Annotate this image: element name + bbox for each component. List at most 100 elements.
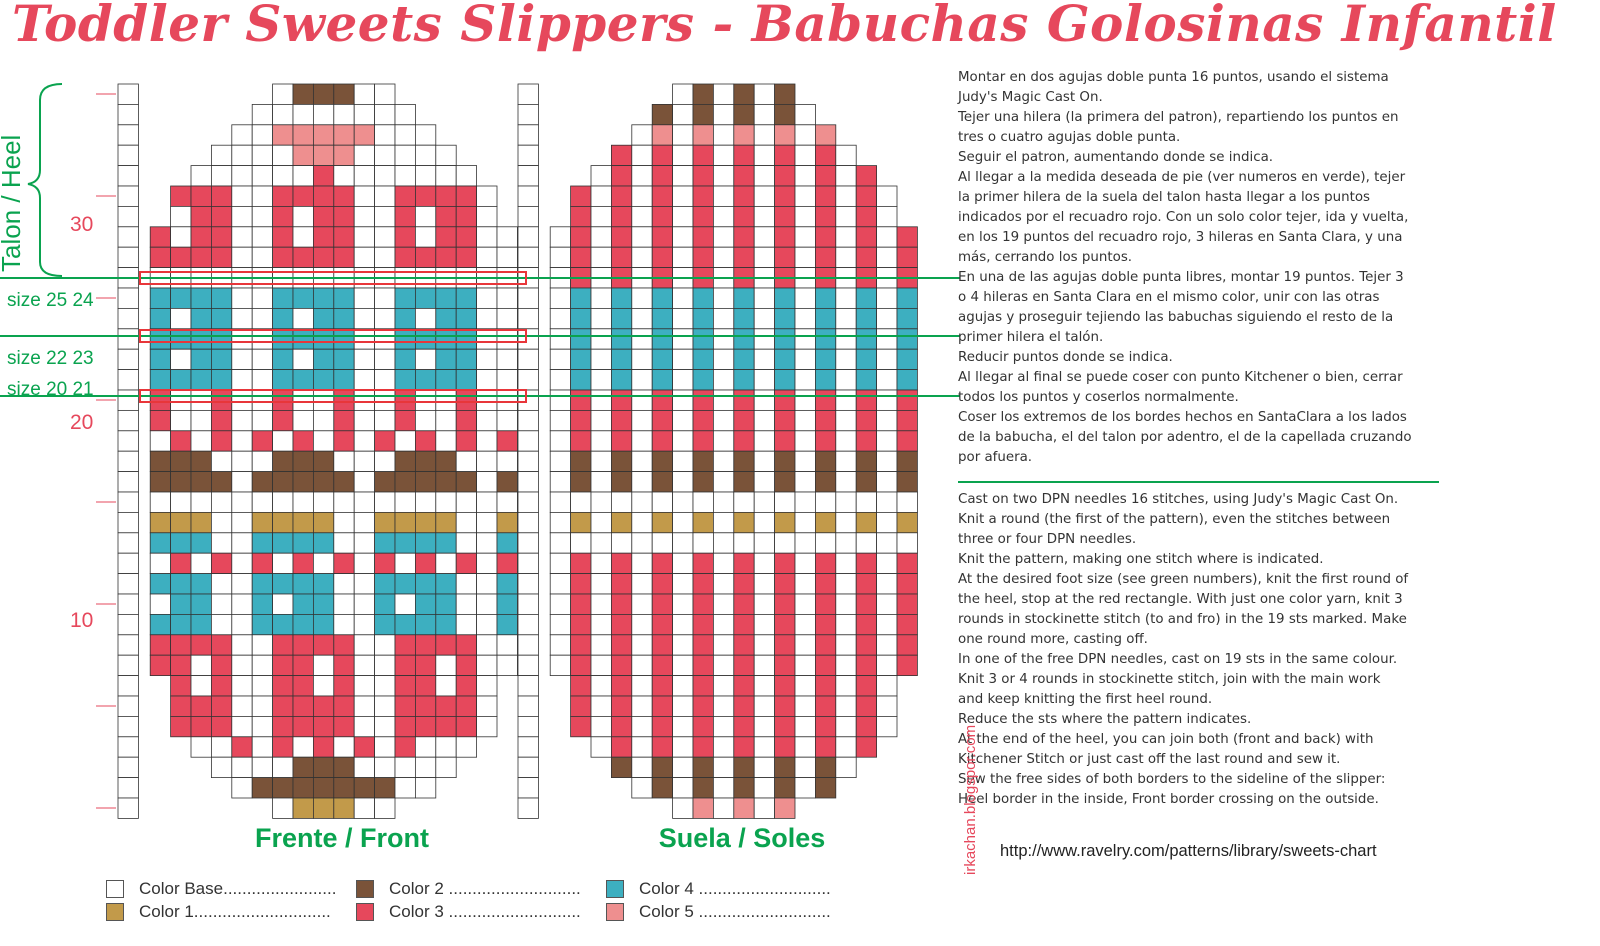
instruction-line: three or four DPN needles. bbox=[958, 532, 1137, 547]
sole-chart-cell bbox=[590, 409, 612, 432]
front-chart-cell bbox=[312, 736, 335, 758]
legend-swatch bbox=[356, 903, 374, 921]
sole-chart-cell bbox=[794, 695, 816, 717]
instruction-line: Judy's Magic Cast On. bbox=[958, 90, 1103, 105]
front-chart-cell bbox=[231, 736, 253, 758]
sole-chart-cell bbox=[713, 205, 735, 228]
sole-chart-cell bbox=[733, 756, 755, 779]
sole-chart-cell bbox=[713, 185, 735, 207]
front-chart-cell bbox=[292, 491, 314, 513]
front-chart-cell bbox=[272, 695, 294, 717]
sole-chart-cell bbox=[753, 246, 776, 268]
sole-chart-cell bbox=[876, 695, 898, 717]
sole-chart-cell bbox=[733, 226, 755, 248]
front-chart-cell bbox=[251, 532, 273, 554]
sole-chart-cell bbox=[733, 471, 755, 493]
front-chart-cell bbox=[149, 512, 171, 534]
sole-chart-cell bbox=[651, 614, 674, 636]
sole-chart-cell bbox=[713, 756, 735, 779]
sole-chart-cell bbox=[815, 205, 837, 228]
front-chart-cell bbox=[455, 532, 478, 554]
front-chart-cell bbox=[251, 144, 273, 166]
sole-chart-cell bbox=[876, 389, 898, 411]
front-chart-cell bbox=[374, 348, 396, 371]
front-chart-cell bbox=[476, 185, 498, 207]
sole-chart-cell bbox=[815, 185, 837, 207]
front-chart-cell bbox=[353, 369, 376, 391]
instruction-line: In one of the free DPN needles, cast on … bbox=[958, 652, 1398, 667]
front-chart-cell bbox=[251, 491, 273, 513]
sole-chart-cell bbox=[794, 614, 816, 636]
front-chart-cell bbox=[353, 614, 376, 636]
front-chart-cell bbox=[455, 716, 478, 738]
front-chart-cell bbox=[170, 634, 192, 656]
front-chart-cell bbox=[170, 348, 192, 371]
front-chart-cell bbox=[312, 675, 335, 697]
front-chart-cell bbox=[435, 491, 457, 513]
front-chart-cell bbox=[210, 185, 233, 207]
sole-chart-cell bbox=[753, 104, 776, 126]
sole-chart-cell bbox=[896, 348, 918, 371]
front-chart-cell bbox=[414, 369, 437, 391]
sole-chart-cell bbox=[570, 226, 592, 248]
front-chart-cell bbox=[353, 695, 376, 717]
front-chart-cell bbox=[170, 532, 192, 554]
sole-chart-cell bbox=[570, 471, 592, 493]
sole-chart-cell bbox=[549, 307, 572, 330]
sole-chart-cell bbox=[794, 736, 816, 758]
legend-swatch bbox=[106, 880, 124, 898]
front-chart-cell bbox=[435, 695, 457, 717]
front-chart-cell bbox=[251, 328, 273, 350]
front-chart-cell bbox=[394, 389, 416, 411]
front-chart-cell bbox=[170, 328, 192, 350]
sole-chart-cell bbox=[590, 695, 612, 717]
front-chart-cell bbox=[170, 226, 192, 248]
sole-chart-cell bbox=[570, 287, 592, 309]
front-chart-cell bbox=[496, 593, 518, 615]
front-chart-cell bbox=[496, 348, 518, 371]
heel-marker-rect bbox=[139, 389, 527, 403]
sole-chart-cell bbox=[774, 654, 796, 677]
front-chart-cell bbox=[353, 144, 376, 166]
front-chart-cell bbox=[312, 185, 335, 207]
sole-chart-cell bbox=[794, 430, 816, 452]
sole-chart-cell bbox=[692, 777, 714, 799]
sole-chart-cell bbox=[815, 389, 837, 411]
sole-chart-cell bbox=[753, 614, 776, 636]
sole-chart-cell bbox=[651, 369, 674, 391]
ravelry-url[interactable]: http://www.ravelry.com/patterns/library/… bbox=[1000, 842, 1377, 860]
sole-chart-cell bbox=[753, 675, 776, 697]
sole-chart-cell bbox=[631, 409, 653, 432]
front-chart-cell bbox=[353, 328, 376, 350]
front-chart-cell bbox=[210, 409, 233, 432]
sole-chart-cell bbox=[794, 654, 816, 677]
sole-chart-cell bbox=[651, 756, 674, 779]
border-strip-cell bbox=[117, 716, 139, 738]
sole-chart-cell bbox=[692, 471, 714, 493]
border-strip-cell bbox=[517, 491, 539, 513]
sole-chart-cell bbox=[753, 348, 776, 371]
sole-chart-cell bbox=[713, 512, 735, 534]
sole-chart-cell bbox=[590, 307, 612, 330]
sole-chart-cell bbox=[692, 716, 714, 738]
sole-chart-cell bbox=[794, 246, 816, 268]
sole-chart-cell bbox=[611, 450, 633, 473]
front-chart-cell bbox=[435, 389, 457, 411]
front-chart-cell bbox=[333, 124, 355, 146]
front-chart-cell bbox=[292, 756, 314, 779]
border-strip-cell bbox=[517, 471, 539, 493]
sole-chart-cell bbox=[753, 491, 776, 513]
sole-chart-cell bbox=[590, 675, 612, 697]
front-chart-cell bbox=[149, 573, 171, 595]
front-chart-cell bbox=[353, 491, 376, 513]
front-chart-cell bbox=[333, 675, 355, 697]
sole-chart-cell bbox=[855, 532, 878, 554]
front-chart-cell bbox=[455, 205, 478, 228]
front-chart-cell bbox=[272, 389, 294, 411]
front-chart-cell bbox=[251, 512, 273, 534]
sole-chart-cell bbox=[590, 165, 612, 187]
instruction-line: Knit a round (the first of the pattern),… bbox=[958, 512, 1391, 527]
front-chart-cell bbox=[394, 246, 416, 268]
sole-chart-cell bbox=[672, 736, 694, 758]
front-chart-cell bbox=[476, 675, 498, 697]
